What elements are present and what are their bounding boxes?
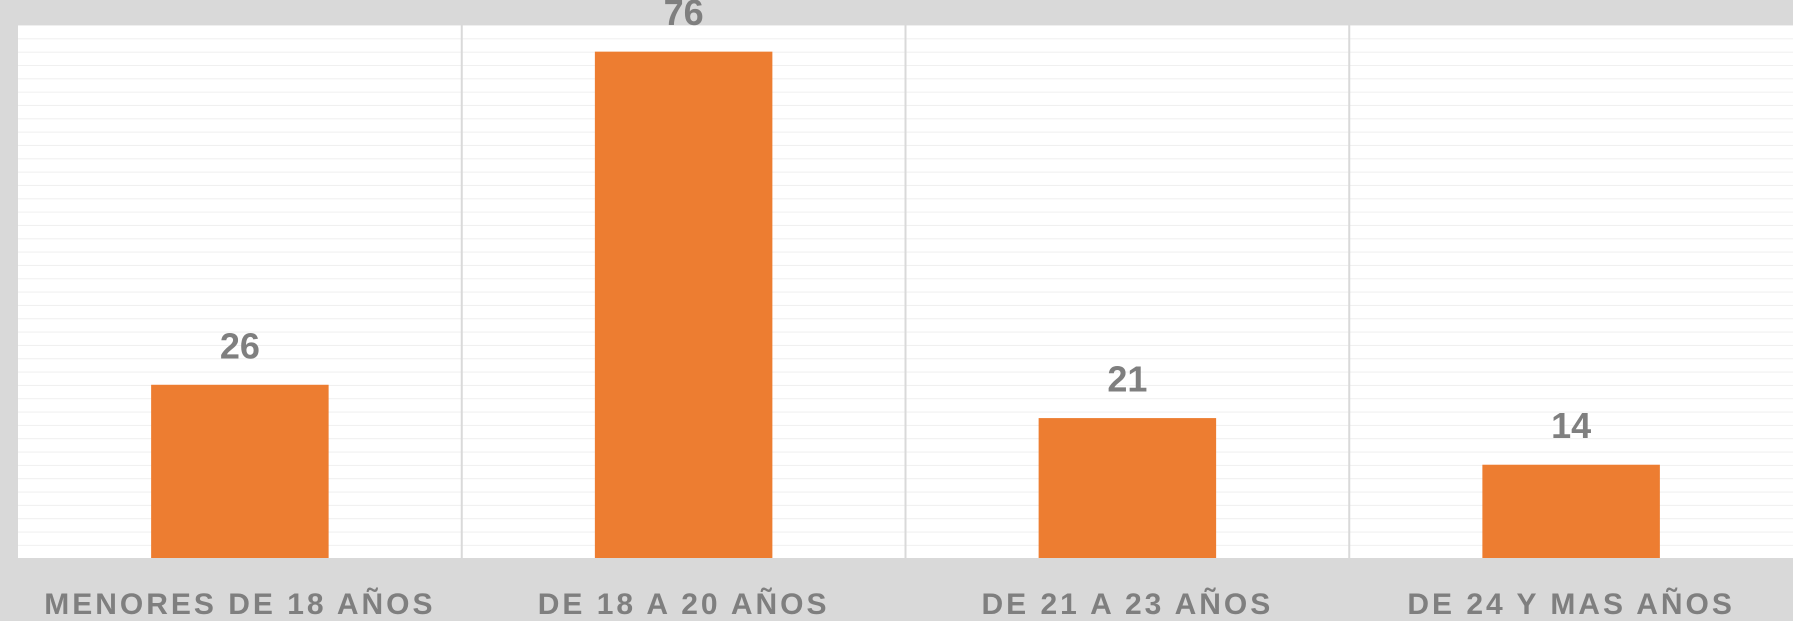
x-tick-label: DE 21 A 23 AÑOS — [981, 587, 1273, 621]
data-label: 21 — [1107, 359, 1147, 400]
data-label: 26 — [220, 325, 260, 366]
x-tick-label: MENORES DE 18 AÑOS — [44, 587, 435, 621]
bar — [151, 384, 329, 558]
x-tick-label: DE 18 A 20 AÑOS — [538, 587, 830, 621]
bar — [1038, 418, 1217, 558]
x-tick-label: DE 24 Y MAS AÑOS — [1407, 587, 1735, 621]
data-label: 76 — [664, 0, 704, 33]
data-label: 14 — [1551, 405, 1591, 446]
bar — [594, 51, 773, 559]
bar — [1482, 464, 1660, 558]
